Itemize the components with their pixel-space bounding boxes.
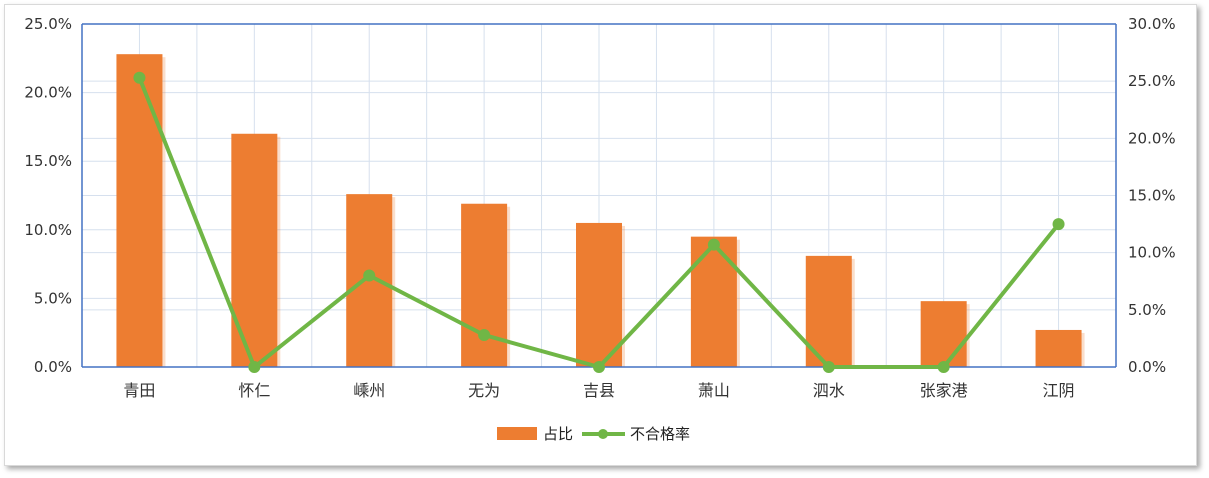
category-labels: 青田 怀仁 嵊州 无为 吉县 萧山 泗水 张家港 江阴 (123, 381, 1074, 400)
bar (461, 203, 508, 367)
category-label: 嵊州 (353, 381, 385, 400)
right-tick-label: 25.0% (1128, 72, 1176, 90)
bar (1035, 329, 1082, 367)
line-point (363, 269, 376, 282)
category-label: 青田 (123, 381, 155, 400)
right-tick-label: 10.0% (1128, 244, 1176, 262)
line-series (133, 71, 1065, 373)
line-point (478, 328, 491, 341)
bar (690, 236, 737, 367)
category-label: 张家港 (920, 381, 968, 400)
left-tick-label: 25.0% (24, 15, 72, 33)
line-point (248, 361, 261, 373)
legend-line-label: 不合格率 (630, 425, 690, 443)
legend-bar-label: 占比 (543, 425, 573, 443)
left-tick-label: 0.0% (34, 358, 72, 376)
left-tick-label: 10.0% (24, 221, 72, 239)
line-point (707, 238, 720, 251)
line-point (1052, 218, 1065, 231)
line-point (593, 361, 605, 373)
bar (920, 301, 967, 367)
right-tick-label: 20.0% (1128, 129, 1176, 147)
right-tick-label: 0.0% (1128, 358, 1166, 376)
category-label: 无为 (468, 381, 500, 400)
right-tick-label: 30.0% (1128, 15, 1176, 33)
category-label: 江阴 (1043, 381, 1075, 400)
left-tick-label: 15.0% (24, 152, 72, 170)
left-axis-ticks: 0.0% 5.0% 10.0% 15.0% 20.0% 25.0% (24, 15, 72, 376)
bar (231, 133, 278, 367)
legend-line-marker (598, 429, 608, 439)
category-label: 泗水 (813, 381, 845, 400)
category-label: 吉县 (583, 381, 615, 400)
legend: 占比 不合格率 (497, 425, 690, 443)
line-point (133, 71, 146, 84)
bar (576, 222, 622, 367)
left-tick-label: 20.0% (24, 84, 72, 102)
category-label: 怀仁 (238, 381, 270, 400)
left-tick-label: 5.0% (34, 289, 72, 307)
category-label: 萧山 (698, 381, 730, 400)
right-axis-ticks: 0.0% 5.0% 10.0% 15.0% 20.0% 25.0% 30.0% (1128, 15, 1176, 376)
right-tick-label: 15.0% (1128, 187, 1176, 205)
bar-series (116, 54, 1085, 368)
legend-bar-swatch (497, 427, 537, 440)
right-tick-label: 5.0% (1128, 301, 1166, 319)
line-point (822, 361, 835, 373)
bar (116, 54, 163, 368)
line-point (937, 361, 950, 373)
